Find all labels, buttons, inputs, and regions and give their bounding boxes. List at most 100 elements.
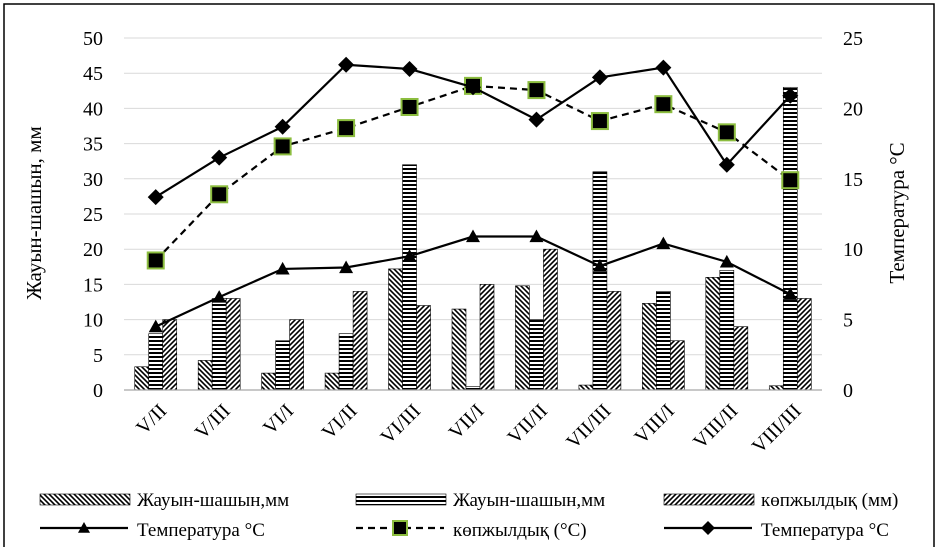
legend-label: көпжылдық (мм) xyxy=(761,490,898,511)
point xyxy=(339,260,354,274)
point xyxy=(212,290,227,303)
y-tick-label: 15 xyxy=(83,274,103,296)
y-tick-label: 25 xyxy=(83,204,103,226)
point xyxy=(719,254,734,268)
bar xyxy=(606,291,622,391)
point xyxy=(274,118,291,135)
point xyxy=(590,112,609,131)
point xyxy=(781,171,800,190)
bar xyxy=(515,285,530,391)
y-tick-label: 40 xyxy=(83,98,103,120)
series-line xyxy=(155,235,791,328)
x-tick-label: VIII/III xyxy=(748,400,806,458)
y-axis-label: Жауын-шашын, мм xyxy=(22,126,46,299)
bar xyxy=(451,308,467,391)
point xyxy=(656,236,671,250)
bar xyxy=(642,303,657,391)
bar xyxy=(197,360,213,391)
x-tick-label: VII/II xyxy=(503,400,552,449)
legend-swatch xyxy=(39,493,131,506)
bar xyxy=(705,277,721,391)
bar xyxy=(670,340,685,391)
point xyxy=(782,87,799,104)
point xyxy=(402,249,417,262)
point xyxy=(392,520,408,536)
bar-series-group xyxy=(134,86,812,391)
point xyxy=(338,56,355,73)
point xyxy=(654,95,673,114)
legend-label: Жауын-шашын,мм xyxy=(137,490,289,511)
legend-label: Жауын-шашын,мм xyxy=(453,490,605,511)
bar xyxy=(479,284,495,391)
bar xyxy=(211,298,227,391)
x-tick-label: VI/I xyxy=(259,400,298,439)
bar xyxy=(592,171,608,391)
point xyxy=(527,81,546,100)
point xyxy=(400,97,419,116)
bar xyxy=(338,333,354,391)
bar xyxy=(162,319,178,391)
bar xyxy=(148,333,164,391)
chart-border xyxy=(3,3,935,552)
series-line xyxy=(154,84,791,262)
point xyxy=(783,287,798,300)
bar xyxy=(796,298,812,391)
x-tick-label: VI/III xyxy=(377,400,426,449)
point xyxy=(275,261,290,275)
bar xyxy=(416,305,431,391)
bar xyxy=(352,291,368,391)
bar xyxy=(782,86,798,391)
y-tick-label: 20 xyxy=(83,239,103,261)
y2-tick-label: 20 xyxy=(843,98,863,120)
line-series-group xyxy=(146,56,800,333)
bar xyxy=(719,270,735,391)
y2-tick-label: 15 xyxy=(843,169,863,191)
bar xyxy=(289,319,304,391)
point xyxy=(655,59,672,76)
bar xyxy=(225,298,241,391)
point xyxy=(529,229,544,243)
legend-label: көпжылдық (°С) xyxy=(453,520,587,541)
bar xyxy=(261,372,276,391)
y-tick-label: 35 xyxy=(83,134,103,156)
x-tick-label: VIII/I xyxy=(630,400,679,449)
y-tick-label: 50 xyxy=(83,28,103,50)
point xyxy=(210,185,229,204)
point xyxy=(78,522,90,533)
bar xyxy=(768,385,784,391)
bar xyxy=(388,268,403,391)
y2-tick-label: 0 xyxy=(843,380,853,402)
point xyxy=(701,521,715,535)
bar xyxy=(275,340,290,391)
point xyxy=(148,319,163,333)
point xyxy=(528,111,545,128)
y2-tick-label: 5 xyxy=(843,310,853,332)
point xyxy=(717,123,736,142)
bar xyxy=(656,291,671,391)
bar xyxy=(578,384,594,391)
point xyxy=(592,259,607,272)
legend-swatch xyxy=(355,493,447,506)
y2-axis-label: Температура °С xyxy=(885,142,909,283)
bar xyxy=(402,164,417,391)
y-tick-label: 10 xyxy=(83,310,103,332)
point xyxy=(718,156,735,173)
y-tick-label: 5 xyxy=(93,345,103,367)
point xyxy=(591,69,608,86)
legend-label: Температура °С xyxy=(761,520,889,541)
legend: Жауын-шашын,мм Жауын-шашын,мм көпжылдық (м… xyxy=(39,490,898,541)
x-tick-label: VII/III xyxy=(562,400,615,453)
point xyxy=(337,119,356,138)
y-tick-label: 30 xyxy=(83,169,103,191)
point xyxy=(465,79,481,96)
x-tick-label: VII/I xyxy=(445,400,489,444)
y2-tick-label: 10 xyxy=(843,239,863,261)
x-tick-label: V/II xyxy=(132,400,171,439)
point xyxy=(401,60,418,77)
bar xyxy=(134,366,150,391)
point xyxy=(146,251,165,270)
legend-label: Температура °С xyxy=(137,520,265,541)
point xyxy=(211,149,228,166)
